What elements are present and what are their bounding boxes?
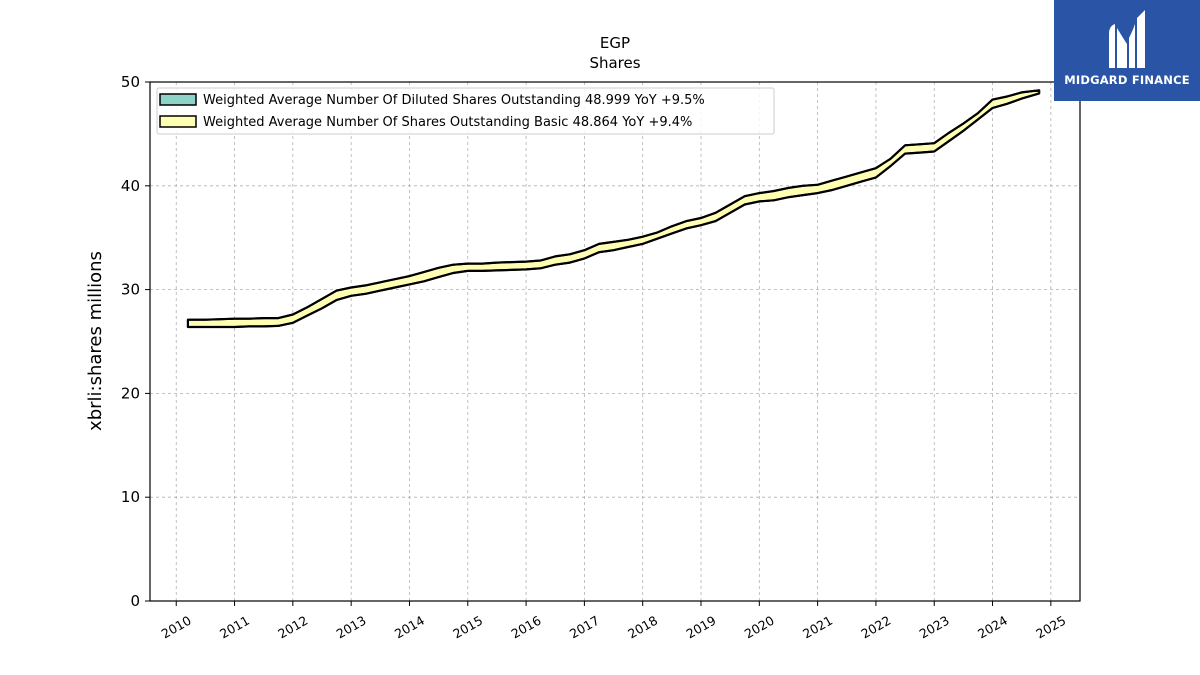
- midgard-finance-logo: MIDGARD FINANCE: [1054, 0, 1200, 101]
- logo-text: MIDGARD FINANCE: [1064, 73, 1190, 87]
- x-tick-label-12: 2022: [858, 613, 893, 642]
- x-tick-label-9: 2019: [683, 613, 718, 642]
- series-layer: [186, 89, 1041, 329]
- x-tick-label-11: 2021: [800, 613, 835, 642]
- x-tick-label-13: 2023: [917, 613, 952, 642]
- y-axis-label: xbrli:shares millions: [85, 251, 106, 431]
- legend-swatch-basic: [159, 115, 197, 128]
- y-tick-label-5: 50: [121, 73, 140, 91]
- y-tick-label-2: 20: [121, 384, 140, 402]
- x-axis: 2010 2011 2012 2013 2014 2015 2016 2017 2018 2019…: [159, 601, 1068, 642]
- y-tick-label-0: 0: [130, 592, 140, 610]
- x-tick-label-8: 2018: [625, 613, 660, 642]
- legend-swatch-diluted: [159, 93, 197, 106]
- y-tick-label-1: 10: [121, 488, 140, 506]
- y-tick-label-3: 30: [121, 281, 140, 299]
- x-tick-label-0: 2010: [159, 613, 194, 642]
- chart-subtitle: Shares: [589, 54, 640, 72]
- x-tick-label-3: 2013: [334, 613, 369, 642]
- series-line-basic: [187, 92, 1040, 328]
- series-line-diluted: [187, 89, 1040, 321]
- x-tick-label-2: 2012: [275, 613, 310, 642]
- x-tick-label-14: 2024: [975, 613, 1010, 642]
- y-tick-label-4: 40: [121, 177, 140, 195]
- legend-box: [156, 87, 775, 135]
- y-axis: 0 10 20 30 40 50: [121, 73, 150, 610]
- grid-lines: [150, 82, 1080, 601]
- x-tick-label-7: 2017: [567, 613, 602, 642]
- x-tick-label-5: 2015: [450, 613, 485, 642]
- x-tick-label-4: 2014: [392, 613, 427, 642]
- x-tick-label-1: 2011: [217, 613, 252, 642]
- legend: Weighted Average Number Of Diluted Share…: [156, 87, 775, 135]
- x-tick-label-10: 2020: [742, 613, 777, 642]
- legend-label-basic: Weighted Average Number Of Shares Outsta…: [203, 115, 692, 130]
- x-tick-label-6: 2016: [509, 613, 544, 642]
- x-tick-label-15: 2025: [1033, 613, 1068, 642]
- plot-frame: [149, 81, 1081, 602]
- legend-label-diluted: Weighted Average Number Of Diluted Share…: [203, 93, 705, 108]
- midgard-logo-icon: [1109, 10, 1145, 68]
- chart-title: EGP: [600, 34, 630, 52]
